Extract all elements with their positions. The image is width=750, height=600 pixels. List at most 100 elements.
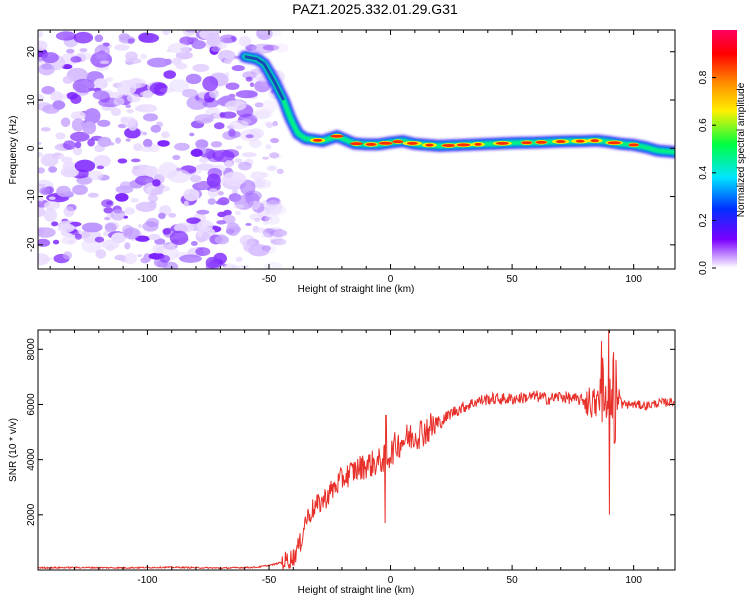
noise-blob: [62, 76, 73, 84]
colorbar-ticks: 0.0 0.2 0.4 0.6 0.8: [698, 70, 716, 275]
noise-blob: [104, 222, 117, 233]
noise-blob: [197, 220, 214, 232]
ridge-hotspot-inner: [365, 142, 377, 146]
noise-blob: [70, 131, 90, 142]
noise-blob: [103, 231, 109, 237]
colorbar-gradient: [712, 30, 737, 268]
noise-blob: [97, 136, 112, 148]
noise-blob: [110, 107, 122, 117]
noise-blob: [74, 159, 96, 173]
noise-blob: [70, 56, 82, 63]
noise-blob: [115, 192, 129, 202]
x-tick-label: -100: [137, 575, 157, 586]
noise-blob: [241, 152, 257, 158]
x-tick-label: -50: [262, 274, 277, 285]
noise-blob: [212, 149, 235, 163]
noise-blob: [218, 49, 236, 63]
noise-blob: [101, 199, 114, 208]
noise-blob: [52, 239, 60, 245]
noise-blob: [153, 83, 167, 97]
noise-blob: [206, 32, 221, 48]
noise-blob: [266, 200, 278, 211]
noise-blob: [117, 158, 128, 164]
noise-blob: [235, 256, 243, 263]
noise-blob: [229, 119, 249, 130]
noise-blob: [99, 60, 110, 65]
noise-blob: [111, 232, 127, 244]
noise-blob: [129, 179, 144, 189]
noise-blob: [74, 141, 82, 149]
noise-blob: [270, 226, 283, 232]
noise-blob: [222, 171, 247, 186]
noise-blob: [41, 86, 55, 95]
ridge-hotspot-inner: [456, 143, 471, 147]
noise-blob: [231, 265, 241, 269]
noise-blob: [225, 82, 240, 90]
noise-blob: [144, 178, 152, 183]
noise-blob: [264, 214, 280, 225]
noise-blob: [154, 238, 166, 245]
noise-blob: [140, 257, 150, 264]
noise-blob: [176, 167, 182, 172]
noise-blob: [213, 122, 225, 130]
noise-blob: [162, 228, 172, 235]
ridge-hotspot-inner: [330, 134, 344, 138]
spectrogram-y-label: Frequency (Hz): [8, 116, 19, 185]
noise-blob: [124, 57, 142, 64]
noise-blob: [238, 35, 252, 47]
noise-blob: [261, 200, 270, 206]
x-tick-label: 0: [388, 274, 394, 285]
noise-blob: [56, 185, 72, 197]
noise-blob: [263, 261, 283, 269]
x-tick-label: -100: [137, 274, 157, 285]
noise-blob: [265, 216, 273, 220]
noise-blob: [231, 65, 245, 72]
ridge-hotspot-inner: [607, 141, 622, 145]
y-tick-label: -20: [26, 237, 37, 252]
noise-blob: [137, 254, 143, 258]
noise-blob: [211, 46, 221, 53]
noise-blob: [273, 42, 289, 53]
noise-blob: [183, 188, 200, 202]
y-tick-label: 4000: [26, 448, 37, 471]
noise-blob: [197, 98, 205, 104]
noise-blob: [93, 155, 111, 168]
noise-blob: [209, 89, 219, 99]
noise-blob: [123, 227, 141, 240]
noise-blob: [161, 131, 170, 139]
noise-blob: [58, 93, 68, 101]
noise-blob: [185, 73, 202, 85]
ridge-hotspot-inner: [474, 142, 482, 146]
noise-blob: [163, 70, 177, 79]
noise-blob: [195, 163, 216, 171]
noise-blob: [103, 207, 114, 214]
colorbar-tick-label: 0.8: [698, 70, 709, 84]
noise-blob: [276, 168, 284, 175]
noise-blob: [140, 53, 148, 60]
ridge-hotspot-inner: [406, 141, 418, 145]
noise-blob: [231, 188, 239, 195]
noise-blob: [41, 52, 59, 64]
noise-blob: [270, 137, 280, 144]
noise-blob: [235, 90, 258, 99]
noise-blob: [60, 166, 80, 178]
noise-blob: [130, 158, 141, 163]
noise-blob: [38, 183, 46, 187]
noise-blob: [234, 158, 243, 164]
noise-blob: [142, 138, 153, 148]
noise-blob: [195, 247, 211, 257]
noise-blob: [262, 156, 270, 160]
colorbar-tick-label: 0.0: [698, 261, 709, 275]
noise-blob: [183, 200, 189, 207]
noise-blob: [71, 118, 85, 132]
noise-blob: [270, 238, 287, 246]
noise-blob: [262, 228, 274, 238]
noise-blob: [72, 184, 88, 196]
noise-blob: [124, 242, 131, 250]
noise-blob: [94, 44, 110, 58]
colorbar-tick-label: 0.2: [698, 213, 709, 227]
noise-blob: [195, 139, 209, 149]
noise-blob: [265, 122, 274, 128]
noise-blob: [196, 232, 203, 238]
